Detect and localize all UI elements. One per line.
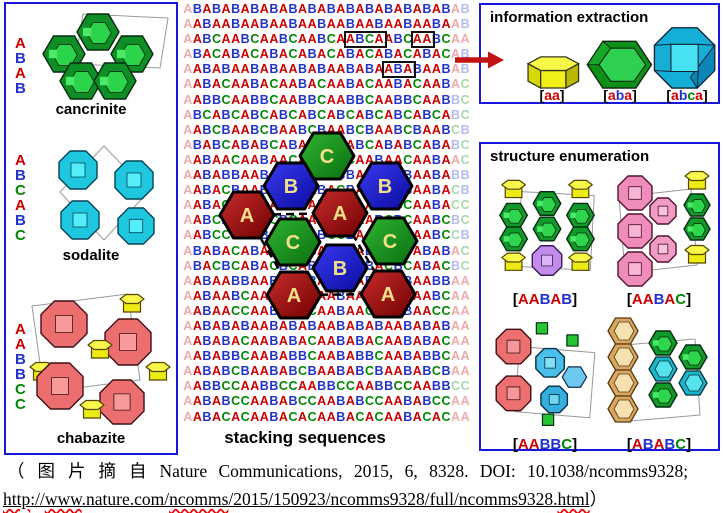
sequence-row: ABABCABABCABABCABABCABABCABABC <box>183 137 470 152</box>
sequence-row: AABCBCAABCBCAABCBCAABCBCAABCBC <box>183 213 470 228</box>
sequence-row: AABABABAABABABAABABABAABABABAA <box>183 318 470 333</box>
structure-label-aabac: [AABAC] <box>626 291 692 308</box>
sequence-row: AABCBAABCBAABCBAABCBAABCBAABCB <box>183 122 470 137</box>
enumerated-structure-ababc-icon <box>607 317 708 423</box>
structure-enumeration-panel: structure enumeration [AABAB] [AABAC] [A… <box>479 142 720 453</box>
sequence-row: AABAACAABAACAABAACAABAACAABAAC <box>183 152 470 167</box>
caption-reference: Nature Communications, 2015, 6, 8328. DO… <box>159 461 689 481</box>
structure-label: cancrinite <box>55 101 127 118</box>
stack-letter: B <box>15 80 26 97</box>
caption-close-paren: ） <box>589 489 608 509</box>
truncated-octahedron-abca-icon <box>653 27 716 89</box>
sequence-row: AABBCAABBCAABBCAABBCAABBCAABBC <box>183 92 470 107</box>
stack-letter: B <box>15 212 26 229</box>
enumerated-structure-aabbc-icon <box>495 322 596 426</box>
cancrinite-structure-icon <box>42 13 169 100</box>
sequence-row: AABCCBAABCCBAABCCBAABCCBAABCCB <box>183 228 470 243</box>
enumerated-structure-aabac-icon <box>617 170 711 287</box>
sequence-row: AABAABAABAABAABAABAABAABAABAAB <box>183 17 470 32</box>
stack-letter: A <box>15 35 26 52</box>
hexagonal-prism-aa-icon <box>526 56 580 89</box>
cage-label-aba: [aba] <box>603 87 637 103</box>
sequence-row: AABABAABABAABABAABABAABABAABAB <box>183 62 470 77</box>
enum-panel-title: structure enumeration <box>490 148 650 165</box>
extracted-cages-illustration <box>526 27 716 89</box>
sequence-row: AABABBAABABBAABABBAABABBAABABB <box>183 168 470 183</box>
sequence-row: AABBCCAABBCCAABBCCAABBCCAABBCC <box>183 379 470 394</box>
stack-letter: B <box>15 167 26 184</box>
enumerated-structure-aabab-icon <box>499 179 595 276</box>
sequence-row: ABABABABABABABABABABABABABABAB <box>183 2 470 16</box>
sequence-row: ABCABCABCABCABCABCABCABCABCABC <box>183 107 470 122</box>
chabazite-structure-icon <box>29 293 171 425</box>
cancrinite-cage-aba-icon <box>586 40 653 89</box>
sequence-highlight-box <box>343 31 387 49</box>
stack-letter: B <box>15 50 26 67</box>
article-url-link[interactable]: http://www.nature.com/ncomms/2015/150923… <box>3 489 590 509</box>
sodalite-structure-icon <box>58 145 155 245</box>
stacking-sequences-title: stacking sequences <box>224 428 386 447</box>
sequence-row: AABABACAABABACAABABACAABABACAA <box>183 334 470 349</box>
sequence-row: AABACBAABACBAABACBAABACBAABACB <box>183 183 470 198</box>
cage-label-abca: [abca] <box>666 87 708 103</box>
sequence-highlight-box <box>381 61 416 79</box>
stack-letter: A <box>15 65 26 82</box>
structure-label-aabbc: [AABBC] <box>512 436 578 453</box>
sequence-row: AABCAABCAABCAABCAABCAABCAABCAA <box>183 32 470 47</box>
sequence-row: AABAABCAABAABCAABAABCAABAABCAA <box>183 288 470 303</box>
cage-label-aa: [aa] <box>539 87 565 103</box>
stack-letter: C <box>15 227 26 244</box>
sequence-row: AABACACAABACACAABACACAABACACAA <box>183 409 470 424</box>
sequence-row: AABABCBAABABCBAABABCBAABABCBAA <box>183 364 470 379</box>
stack-letter: C <box>15 381 26 398</box>
caption-line2: http://www.nature.com/ncomms/2015/150923… <box>3 486 607 511</box>
information-extraction-panel: information extraction <box>479 3 720 104</box>
stack-letter: B <box>15 351 26 368</box>
info-panel-title: information extraction <box>490 9 649 26</box>
structure-label: chabazite <box>56 430 126 447</box>
stack-letter: A <box>15 336 26 353</box>
structure-label: sodalite <box>62 247 120 264</box>
stack-letter: C <box>15 182 26 199</box>
stack-letter: C <box>15 396 26 413</box>
structure-label-ababc: [ABABC] <box>626 436 692 453</box>
stacking-sequence-grid: ABABABABABABABABABABABABABABAB AABAABAABA… <box>183 2 475 425</box>
structure-label-aabab: [AABAB] <box>512 291 578 308</box>
sequence-row: AABABCCAABABCCAABABCCAABABCCAA <box>183 394 470 409</box>
sequence-row: ABABACABABACABABACABABACABABAC <box>183 243 470 258</box>
unit-cell-lines <box>618 188 698 274</box>
sequence-row: AABACCAABACCAABACCAABACCAABACC <box>183 198 470 213</box>
sequence-highlight-box <box>410 31 435 49</box>
stack-letter: A <box>15 321 26 338</box>
sequence-row: AABABBCAABABBCAABABBCAABABBCAA <box>183 349 470 364</box>
stack-letter: A <box>15 152 26 169</box>
sequence-row: ABACBCABACBCABACBCABACBCABACBC <box>183 258 470 273</box>
sequence-row: AABACAABACAABACAABACAABACAABAC <box>183 77 470 92</box>
sequence-row: AABAABBAABAABBAABAABBAABAABBAA <box>183 273 470 288</box>
sequence-row: ABACABACABACABACABACABACABACAB <box>183 47 470 62</box>
caption-line1: （图片摘自Nature Communications, 2015, 6, 832… <box>7 458 688 483</box>
sequence-row: AABAACCAABAACCAABAACCAABAACCAA <box>183 303 470 318</box>
caption-cjk: （图片摘自 <box>7 461 160 481</box>
stack-letter: A <box>15 197 26 214</box>
stack-letter: B <box>15 366 26 383</box>
